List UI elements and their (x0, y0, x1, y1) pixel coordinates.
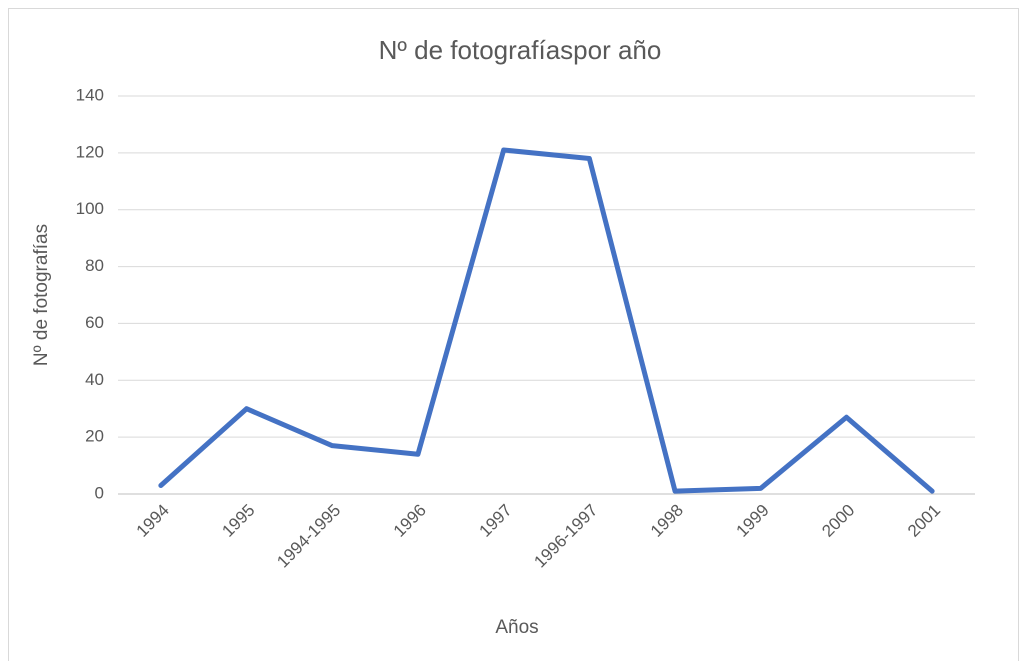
y-tick-label: 100 (76, 199, 104, 218)
line-series (158, 147, 935, 494)
chart-frame (8, 8, 1019, 661)
y-tick-label: 120 (76, 142, 104, 161)
x-axis-label: Años (495, 617, 538, 638)
y-tick-label: 20 (85, 427, 104, 446)
y-tick-label: 80 (85, 256, 104, 275)
y-tick-label: 40 (85, 370, 104, 389)
chart-title: Nº de fotografíaspor año (379, 35, 662, 65)
y-tick-label: 0 (95, 483, 104, 502)
y-axis-label: Nº de fotografías (31, 224, 52, 366)
y-tick-label: 60 (85, 313, 104, 332)
y-tick-label: 140 (76, 85, 104, 104)
